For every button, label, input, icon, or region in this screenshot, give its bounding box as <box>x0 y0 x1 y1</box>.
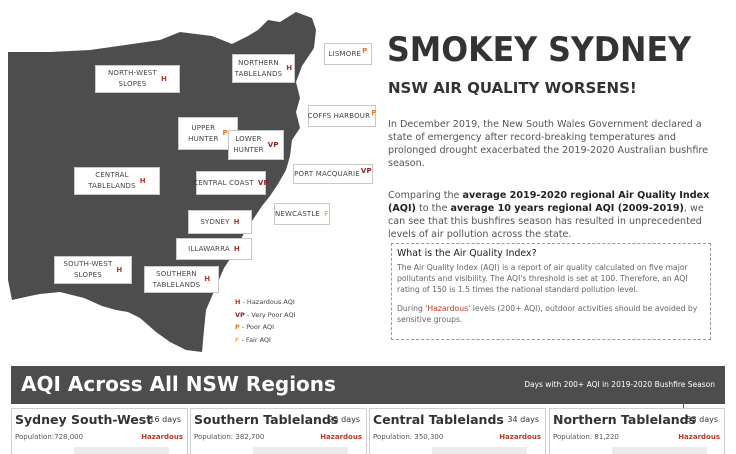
page-title: SMOKEY SYDNEY <box>387 30 692 70</box>
region-card[interactable]: Northern Tablelands 53 days Population: … <box>549 408 725 454</box>
info-note: During 'Hazardous' levels (200+ AQI), ou… <box>397 304 698 324</box>
card-chart-area <box>253 447 348 454</box>
region-name: SOUTHERN TABLELANDS <box>152 269 201 289</box>
region-name: NORTHERN TABLELANDS <box>234 58 283 78</box>
region-name: COFFS HARBOUR <box>307 111 371 120</box>
card-region-name: Sydney South-West <box>15 412 153 427</box>
region-label[interactable]: LOWER HUNTER VP <box>228 130 284 160</box>
card-population: Population: 382,700 <box>194 433 265 441</box>
aqi-code: VP <box>257 178 269 187</box>
banner-title: AQI Across All NSW Regions <box>21 372 336 396</box>
region-card[interactable]: Southern Tablelands 25 days Population: … <box>190 408 367 454</box>
card-region-name: Northern Tablelands <box>553 412 697 427</box>
card-days: 53 days <box>686 415 718 424</box>
region-label[interactable]: COFFS HARBOUR P <box>307 105 377 127</box>
aqi-code: VP <box>360 166 372 175</box>
aqi-code: P <box>222 129 228 137</box>
region-name: CENTRAL TABLELANDS <box>88 171 136 190</box>
card-status: Hazardous <box>141 433 183 441</box>
aqi-code: VP <box>267 140 279 149</box>
legend-item: P - Poor AQI <box>235 323 274 332</box>
aqi-info-box: What is the Air Quality Index? The Air Q… <box>391 243 711 340</box>
region-name: CENTRAL COAST <box>193 178 254 187</box>
card-region-name: Southern Tablelands <box>194 412 339 427</box>
region-card[interactable]: Sydney South-West 16 days Population:728… <box>11 408 188 454</box>
info-body: The Air Quality Index (AQI) is a report … <box>397 263 688 294</box>
card-status: Hazardous <box>320 433 362 441</box>
aqi-code: P <box>371 108 377 117</box>
legend-item: H - Hazardous AQI <box>235 298 295 306</box>
aqi-legend: H - Hazardous AQI VP - Very Poor AQI P -… <box>235 296 296 346</box>
region-label[interactable]: ILLAWARRA H <box>176 238 252 260</box>
region-name: SOUTH-WEST SLOPES <box>63 260 113 279</box>
card-population: Population: 81,220 <box>553 433 619 441</box>
aqi-code: H <box>286 64 293 72</box>
aqi-code: H <box>139 176 146 185</box>
region-label[interactable]: NEWCASTLE F <box>274 203 330 225</box>
card-days: 25 days <box>328 415 360 424</box>
aqi-code: F <box>324 209 330 218</box>
aqi-code: H <box>204 275 211 283</box>
card-chart-area <box>74 447 169 454</box>
region-name: LISMORE <box>328 49 362 58</box>
region-label[interactable]: SYDNEY H <box>188 210 252 234</box>
region-name: LOWER HUNTER <box>233 135 264 154</box>
region-label[interactable]: NORTH-WEST SLOPES H <box>95 65 180 93</box>
region-name: NORTH-WEST SLOPES <box>107 69 157 88</box>
page-subtitle: NSW AIR QUALITY WORSENS! <box>388 79 637 97</box>
region-name: PORT MACQUARIE <box>294 169 360 178</box>
card-region-name: Central Tablelands <box>373 412 504 427</box>
card-chart-area <box>612 447 707 454</box>
region-name: ILLAWARRA <box>188 244 230 253</box>
legend-item: VP - Very Poor AQI <box>235 310 296 319</box>
aqi-code: H <box>233 217 240 226</box>
region-name: NEWCASTLE <box>274 209 321 218</box>
card-population: Population:728,000 <box>15 433 84 441</box>
info-heading: What is the Air Quality Index? <box>397 248 537 259</box>
regions-banner: AQI Across All NSW Regions Days with 200… <box>11 366 725 404</box>
region-name: SYDNEY <box>200 217 230 226</box>
card-population: Population: 350,300 <box>373 433 444 441</box>
aqi-code: H <box>160 74 167 83</box>
card-chart-area <box>432 447 527 454</box>
region-label[interactable]: SOUTHERN TABLELANDS H <box>144 266 219 293</box>
comparison-paragraph: Comparing the average 2019-2020 regional… <box>388 190 710 240</box>
region-label[interactable]: PORT MACQUARIE VP <box>293 164 373 184</box>
region-label[interactable]: SOUTH-WEST SLOPES H <box>54 256 132 284</box>
card-days: 16 days <box>149 415 181 424</box>
aqi-code: P <box>362 46 368 55</box>
legend-item: F - Fair AQI <box>235 335 271 344</box>
card-status: Hazardous <box>499 433 541 441</box>
region-name: UPPER HUNTER <box>188 123 219 143</box>
banner-caption: Days with 200+ AQI in 2019-2020 Bushfire… <box>524 380 715 389</box>
intro-paragraph: In December 2019, the New South Wales Go… <box>388 119 709 169</box>
region-card[interactable]: Central Tablelands 34 days Population: 3… <box>369 408 546 454</box>
aqi-code: H <box>116 265 123 274</box>
aqi-code: H <box>233 244 240 253</box>
card-days: 34 days <box>507 415 539 424</box>
region-label[interactable]: CENTRAL COAST VP <box>193 171 269 195</box>
card-status: Hazardous <box>678 433 720 441</box>
region-label[interactable]: NORTHERN TABLELANDS H <box>232 54 295 83</box>
region-label[interactable]: CENTRAL TABLELANDS H <box>74 167 160 195</box>
region-label[interactable]: LISMORE P <box>324 43 372 65</box>
